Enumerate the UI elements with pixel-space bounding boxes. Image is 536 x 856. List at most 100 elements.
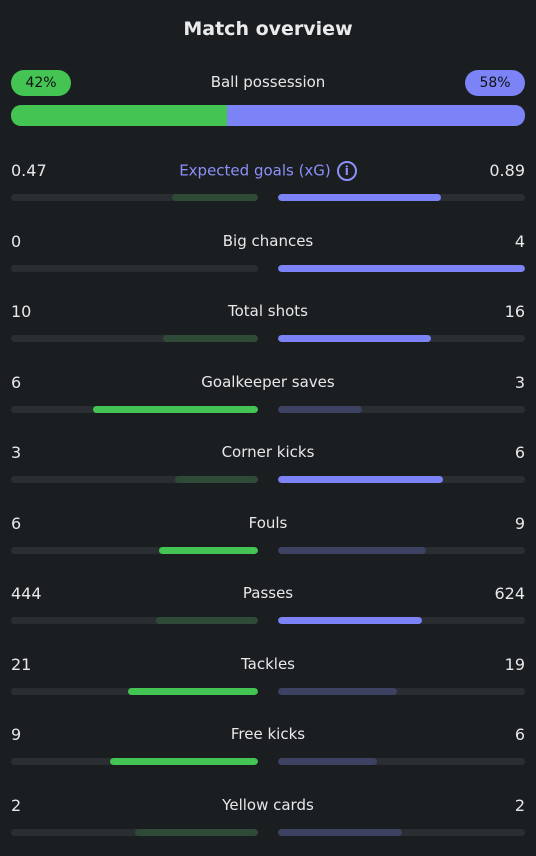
stat-comparison-bars — [11, 828, 525, 836]
home-stat-value: 6 — [11, 372, 22, 392]
away-stat-value: 3 — [514, 372, 525, 392]
home-stat-track — [11, 828, 258, 836]
away-stat-fill — [278, 687, 397, 695]
home-stat-fill — [155, 617, 258, 624]
away-stat-value: 19 — [504, 654, 525, 674]
possession-bar-home — [11, 105, 227, 126]
home-stat-track — [11, 335, 258, 342]
stat-row: 2 Yellow cards 2 — [11, 793, 525, 856]
away-stat-track — [278, 405, 525, 413]
stat-comparison-bars — [11, 405, 525, 413]
away-stat-fill — [278, 546, 427, 554]
stat-comparison-bars — [11, 546, 525, 554]
stat-label: Goalkeeper saves — [11, 373, 525, 391]
possession-header: 42% Ball possession 58% — [11, 70, 525, 96]
home-possession-badge: 42% — [11, 70, 71, 96]
stat-comparison-bars — [11, 617, 525, 624]
home-stat-fill — [175, 476, 258, 483]
away-stat-track — [278, 617, 525, 624]
stat-label-text: Corner kicks — [221, 443, 315, 461]
stat-label: Big chances — [11, 232, 525, 250]
stat-label: Tackles — [11, 655, 525, 673]
stat-label-text: Fouls — [248, 513, 288, 532]
stat-label: Free kicks — [11, 725, 525, 743]
stat-label-text: Yellow cards — [222, 795, 314, 814]
away-stat-value: 4 — [514, 231, 525, 251]
home-stat-fill — [159, 546, 258, 554]
away-stat-value: 16 — [504, 302, 525, 321]
home-stat-fill — [109, 758, 258, 765]
home-stat-value: 9 — [11, 725, 22, 744]
stat-row: 3 Corner kicks 6 — [11, 440, 525, 511]
stat-row: 21 Tackles 19 — [11, 652, 525, 723]
home-stat-value: 444 — [11, 584, 42, 603]
home-stat-value: 2 — [11, 795, 22, 815]
stat-row: 0.47 Expected goals (xG) i 0.89 — [11, 158, 525, 229]
stat-label-text: Free kicks — [230, 725, 306, 743]
stat-label-text: Tackles — [240, 654, 296, 673]
possession-bar-away — [226, 105, 525, 126]
stat-comparison-bars — [11, 476, 525, 483]
away-stat-value: 0.89 — [489, 161, 525, 180]
stat-row: 6 Fouls 9 — [11, 511, 525, 582]
home-stat-fill — [162, 335, 258, 342]
stats-list: 0.47 Expected goals (xG) i 0.89 0 Big chances… — [11, 158, 525, 856]
home-stat-track — [11, 758, 258, 765]
away-stat-track — [278, 194, 525, 201]
away-stat-track — [278, 264, 525, 272]
away-stat-fill — [278, 335, 432, 342]
away-stat-track — [278, 335, 525, 342]
away-stat-fill — [278, 194, 442, 201]
possession-label: Ball possession — [210, 73, 326, 91]
away-stat-track — [278, 828, 525, 836]
home-stat-track — [11, 405, 258, 413]
stat-label: Passes — [11, 584, 525, 602]
away-stat-fill — [278, 476, 444, 483]
home-stat-value: 3 — [11, 443, 22, 462]
away-stat-value: 6 — [514, 443, 525, 462]
panel-title: Match overview — [183, 18, 353, 40]
away-stat-track — [278, 476, 525, 483]
away-stat-track — [278, 687, 525, 695]
away-stat-value: 2 — [514, 795, 525, 815]
stat-comparison-bars — [11, 758, 525, 765]
home-stat-track — [11, 194, 258, 201]
away-stat-track — [278, 546, 525, 554]
away-stat-track — [278, 758, 525, 765]
stat-label-text: Goalkeeper saves — [201, 372, 335, 391]
away-stat-fill — [278, 617, 423, 624]
stat-row: 9 Free kicks 6 — [11, 722, 525, 793]
stat-label: Yellow cards — [11, 796, 525, 814]
home-stat-fill — [92, 405, 258, 413]
home-stat-value: 21 — [11, 654, 32, 674]
home-stat-value: 6 — [11, 513, 22, 533]
stat-label[interactable]: Expected goals (xG) i — [11, 161, 525, 181]
possession-bar — [11, 105, 525, 126]
stat-comparison-bars — [11, 687, 525, 695]
away-stat-fill — [278, 405, 362, 413]
stat-label: Fouls — [11, 514, 525, 532]
stat-comparison-bars — [11, 335, 525, 342]
away-stat-value: 624 — [494, 584, 525, 603]
stat-label-text: Total shots — [228, 302, 308, 320]
info-icon[interactable]: i — [336, 161, 357, 181]
home-stat-track — [11, 264, 258, 272]
home-stat-value: 0 — [11, 231, 22, 251]
away-stat-fill — [278, 264, 525, 272]
home-stat-fill — [128, 687, 258, 695]
stat-label-text: Passes — [242, 584, 294, 602]
stat-row: 6 Goalkeeper saves 3 — [11, 370, 525, 441]
home-stat-value: 0.47 — [11, 161, 47, 180]
stat-row: 444 Passes 624 — [11, 581, 525, 652]
stat-label: Corner kicks — [11, 443, 525, 461]
stat-row: 10 Total shots 16 — [11, 299, 525, 370]
away-stat-fill — [278, 828, 402, 836]
home-stat-fill — [134, 828, 258, 836]
stat-row: 0 Big chances 4 — [11, 229, 525, 300]
stat-comparison-bars — [11, 194, 525, 201]
stat-label-text: Expected goals (xG) — [179, 161, 331, 180]
home-stat-track — [11, 546, 258, 554]
home-stat-track — [11, 476, 258, 483]
stat-label: Total shots — [11, 302, 525, 320]
